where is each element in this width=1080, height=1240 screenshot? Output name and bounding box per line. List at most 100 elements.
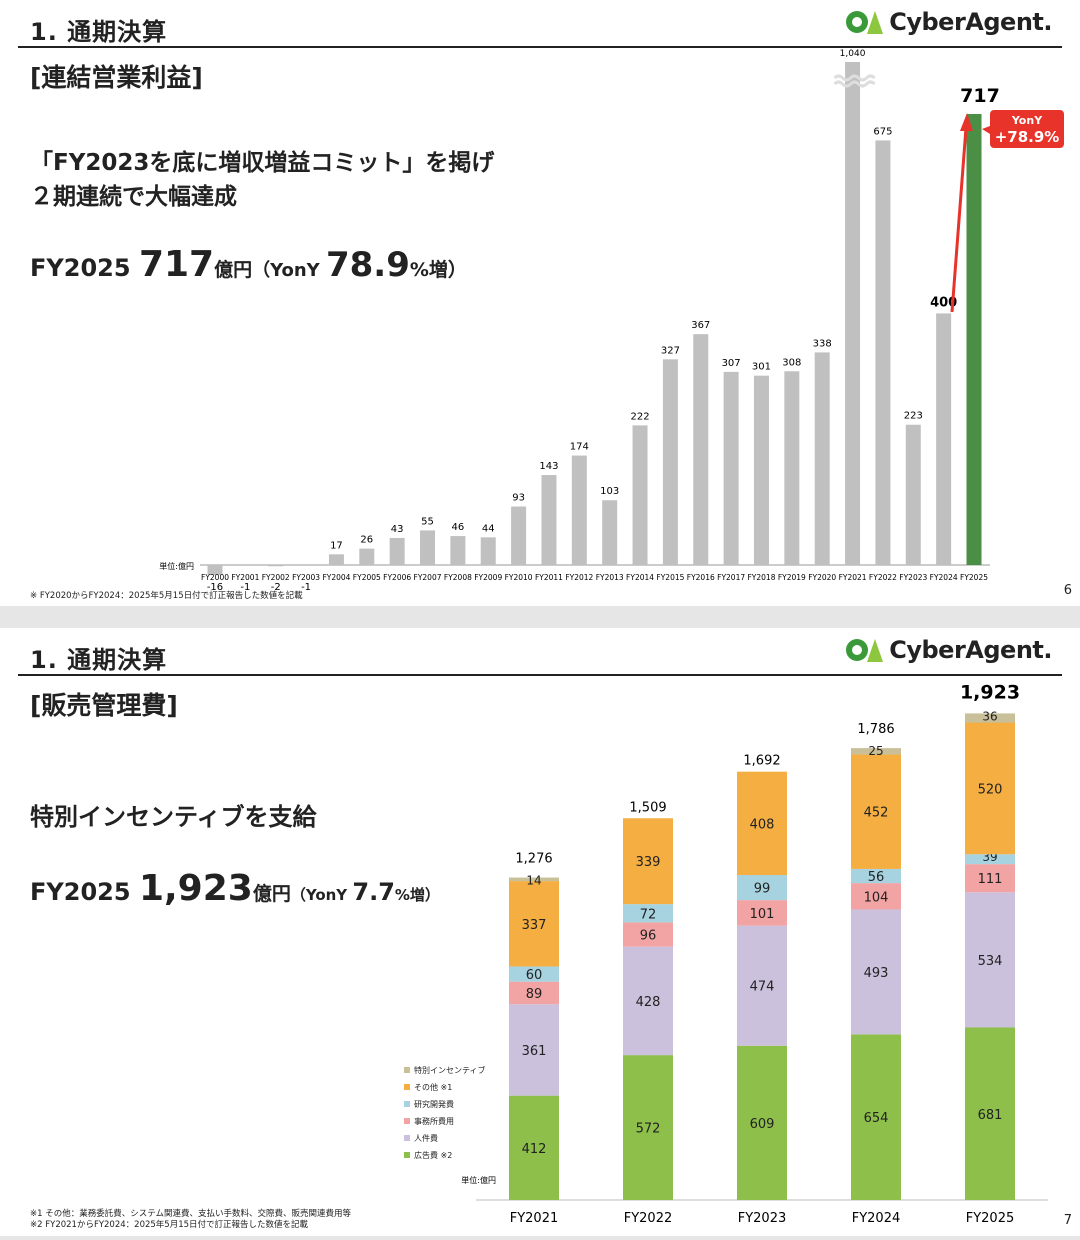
slide-subtitle: [連結営業利益] bbox=[30, 63, 203, 92]
segment-label: 96 bbox=[640, 929, 657, 944]
data-label: 675 bbox=[873, 126, 892, 137]
axis-break-mark bbox=[833, 80, 876, 88]
x-tick-label: FY2019 bbox=[778, 573, 806, 582]
segment-label: 89 bbox=[526, 987, 543, 1002]
data-label: -16 bbox=[207, 582, 223, 593]
x-tick-label: FY2015 bbox=[656, 573, 684, 582]
logo-mark-icon bbox=[845, 8, 885, 36]
sga-stacked-chart: 単位:億円 412 361 89 60 337 14 1,276 FY2021 572 428 96 7… bbox=[461, 681, 1048, 1226]
legend-swatch bbox=[404, 1101, 410, 1107]
kpi-yony-value: 7.7 bbox=[352, 878, 395, 906]
logo-mark-icon bbox=[845, 636, 885, 664]
bar-segment bbox=[737, 900, 787, 926]
bar-fy2017 bbox=[723, 371, 739, 565]
data-label: 308 bbox=[782, 357, 801, 368]
page-number: 6 bbox=[1063, 583, 1072, 598]
headline-line-1: 「FY2023を底に増収増益コミット」を掲げ bbox=[30, 150, 495, 176]
legend-item: 特別インセンティブ bbox=[404, 1062, 486, 1079]
segment-label: 339 bbox=[636, 855, 661, 870]
bar-fy2024 bbox=[936, 313, 952, 565]
bar-fy2011 bbox=[541, 475, 557, 565]
segment-label: 493 bbox=[864, 966, 889, 981]
bar-segment bbox=[509, 881, 559, 967]
bar-segment bbox=[965, 864, 1015, 893]
data-label: 103 bbox=[600, 486, 619, 497]
x-tick-label: FY2001 bbox=[231, 573, 259, 582]
bar-fy2019 bbox=[784, 371, 800, 565]
bar-fy2000 bbox=[207, 565, 223, 576]
x-tick-label: FY2020 bbox=[808, 573, 836, 582]
data-label: 307 bbox=[722, 358, 741, 369]
logo-text: CyberAgent. bbox=[889, 636, 1052, 664]
x-tick-label: FY2007 bbox=[414, 573, 442, 582]
legend-swatch bbox=[404, 1118, 410, 1124]
x-tick-label: FY2024 bbox=[930, 573, 958, 582]
legend-item: 事務所費用 bbox=[404, 1113, 486, 1130]
segment-label: 534 bbox=[978, 954, 1003, 969]
segment-label: 72 bbox=[640, 907, 657, 922]
data-label: 46 bbox=[452, 522, 465, 533]
segment-label: 56 bbox=[868, 870, 885, 885]
data-label: 26 bbox=[360, 535, 373, 546]
growth-arrow bbox=[950, 127, 968, 313]
chart-legend: 特別インセンティブ その他 ※1 研究開発費 事務所費用 人件費 広告費 ※2 bbox=[404, 1062, 486, 1164]
bar-fy2022 bbox=[875, 140, 891, 566]
x-tick-label: FY2006 bbox=[383, 573, 411, 582]
bar-segment bbox=[623, 922, 673, 947]
operating-income-chart: 単位:億円FY2000-16FY2001-1FY2002-2FY2003-1FY… bbox=[159, 49, 1064, 593]
x-tick-label: FY2011 bbox=[535, 573, 563, 582]
headline: 特別インセンティブを支給 bbox=[30, 803, 317, 831]
segment-label: 681 bbox=[978, 1108, 1003, 1123]
legend-swatch bbox=[404, 1067, 410, 1073]
bar-segment bbox=[851, 754, 901, 869]
bar-segment bbox=[509, 981, 559, 1005]
slide-sga-expenses: 1. 通期決算 CyberAgent. [販売管理費] 特別インセンティブを支給… bbox=[0, 628, 1080, 1236]
kpi-summary: FY2025 717億円（YonY 78.9%増） bbox=[30, 244, 467, 285]
bar-segment bbox=[851, 1034, 901, 1200]
segment-label: 337 bbox=[522, 918, 547, 933]
data-label: 55 bbox=[421, 516, 434, 527]
axis-break-mark bbox=[833, 74, 876, 82]
legend-item: 人件費 bbox=[404, 1130, 486, 1147]
bar-fy2004 bbox=[328, 554, 344, 565]
bar-fy2003 bbox=[298, 565, 314, 566]
segment-label: 428 bbox=[636, 995, 661, 1010]
bar-segment bbox=[623, 818, 673, 905]
segment-label: 609 bbox=[750, 1117, 775, 1132]
data-label: 17 bbox=[330, 540, 343, 551]
segment-label: 474 bbox=[750, 980, 775, 995]
x-tick-label: FY2013 bbox=[596, 573, 624, 582]
data-label: 174 bbox=[570, 442, 589, 453]
footnote-2: ※2 FY2021からFY2024：2025年5月15日付で訂正報告した数値を記… bbox=[30, 1220, 309, 1230]
x-tick-label: FY2018 bbox=[747, 573, 775, 582]
callout-value: +78.9% bbox=[995, 128, 1060, 146]
segment-label: 99 bbox=[754, 882, 771, 897]
bar-segment bbox=[737, 925, 787, 1046]
segment-label: 654 bbox=[864, 1111, 889, 1126]
bar-segment bbox=[623, 946, 673, 1056]
bar-segment bbox=[623, 904, 673, 923]
bar-fy2001 bbox=[237, 565, 253, 566]
unit-label: 単位:億円 bbox=[461, 1175, 496, 1185]
total-label: 1,692 bbox=[743, 754, 780, 769]
cyberagent-logo: CyberAgent. bbox=[845, 636, 1052, 664]
bar-segment bbox=[509, 966, 559, 982]
x-tick-label: FY2016 bbox=[687, 573, 715, 582]
bar-segment bbox=[737, 771, 787, 876]
legend-swatch bbox=[404, 1135, 410, 1141]
legend-swatch bbox=[404, 1084, 410, 1090]
kpi-summary: FY2025 1,923億円（YonY 7.7%増） bbox=[30, 868, 440, 909]
kpi-yony-suffix: %増） bbox=[394, 886, 440, 904]
segment-label: 412 bbox=[522, 1142, 547, 1157]
x-tick-label: FY2008 bbox=[444, 573, 472, 582]
data-label: -1 bbox=[301, 582, 311, 593]
data-label: 44 bbox=[482, 523, 495, 534]
kpi-fy: FY2025 bbox=[30, 878, 139, 906]
legend-label: 人件費 bbox=[414, 1134, 438, 1143]
data-label: 223 bbox=[904, 411, 923, 422]
bar-segment bbox=[965, 713, 1015, 723]
legend-swatch bbox=[404, 1152, 410, 1158]
total-label: 1,509 bbox=[629, 800, 666, 815]
growth-arrow-head-icon bbox=[960, 113, 973, 131]
bar-fy2020 bbox=[814, 352, 830, 565]
